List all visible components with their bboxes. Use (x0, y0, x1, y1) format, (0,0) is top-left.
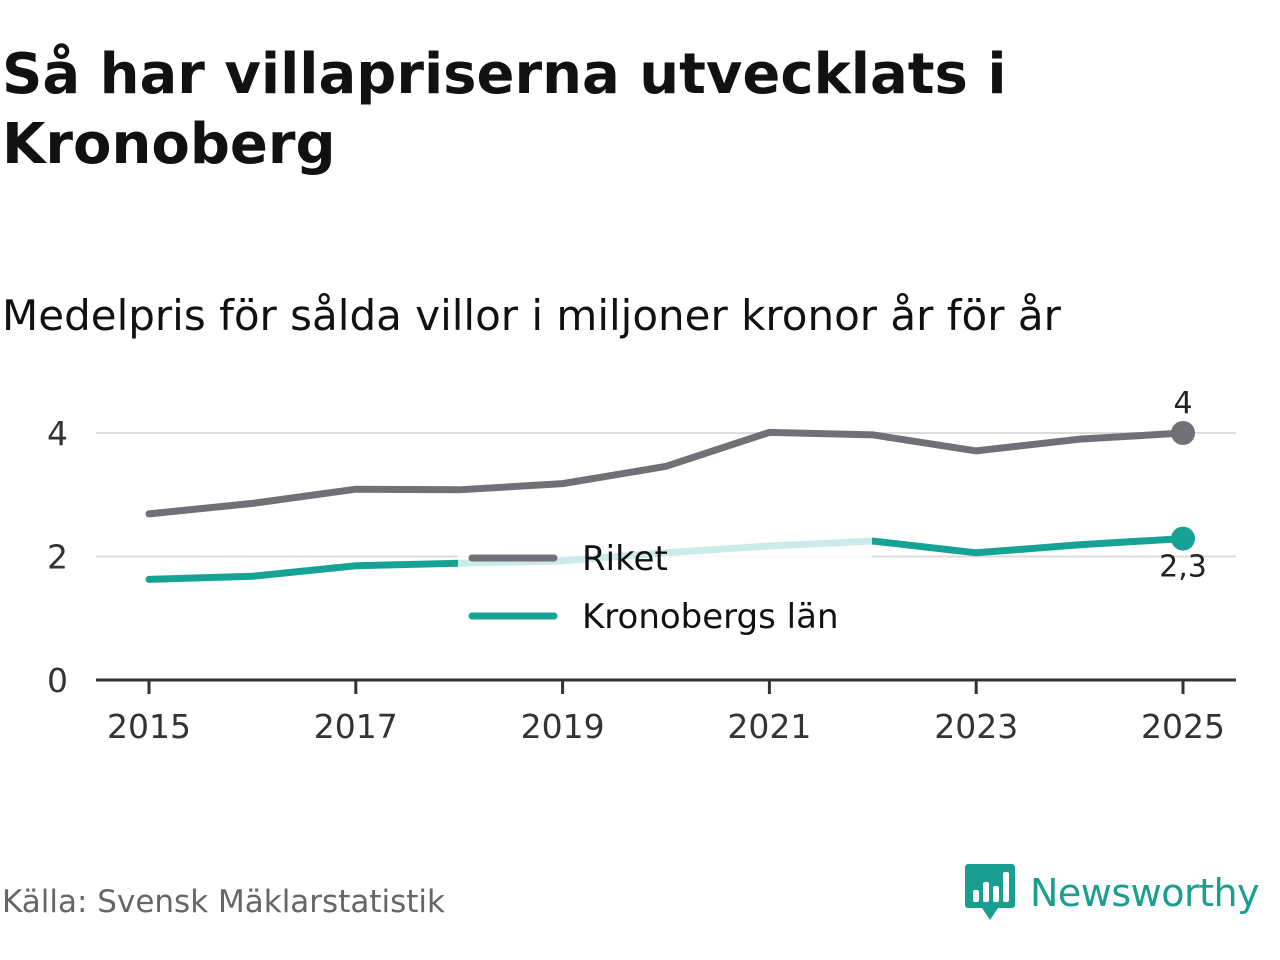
legend-label: Riket (582, 539, 668, 579)
chart-title: Så har villapriserna utvecklats i Kronob… (2, 42, 1007, 177)
x-tick-label: 2019 (521, 707, 605, 746)
y-tick-label: 4 (47, 414, 68, 453)
end-label-riket: 4 (1173, 386, 1192, 421)
newsworthy-logo[interactable]: Newsworthy (964, 862, 1260, 924)
x-tick-label: 2015 (107, 707, 191, 746)
x-tick-label: 2023 (934, 707, 1018, 746)
y-tick-label: 0 (47, 661, 68, 700)
newsworthy-icon (965, 864, 1015, 920)
x-tick-label: 2025 (1141, 707, 1225, 746)
legend-background (458, 530, 872, 645)
x-axis: 2015 2017 2019 2021 2023 2025 (96, 678, 1236, 746)
legend-label: Kronobergs län (582, 597, 839, 637)
chart-subtitle: Medelpris för sålda villor i miljoner kr… (2, 291, 1061, 340)
brand-name: Newsworthy (1030, 871, 1260, 915)
series-line-riket (145, 428, 1187, 518)
source-note: Källa: Svensk Mäklarstatistik (2, 884, 445, 920)
series-endpoint (1171, 421, 1195, 445)
x-tick-label: 2017 (314, 707, 398, 746)
x-tick-label: 2021 (727, 707, 811, 746)
end-labels: 42,3 (1159, 386, 1207, 585)
end-label-kronoberg: 2,3 (1159, 550, 1207, 585)
y-tick-label: 2 (47, 538, 68, 577)
legend: Riket Kronobergs län (458, 530, 872, 645)
line-chart: 0 2 4 2015 2017 2019 2021 2023 2025 Riket Kronob… (47, 386, 1236, 746)
series-endpoint (1171, 526, 1195, 551)
